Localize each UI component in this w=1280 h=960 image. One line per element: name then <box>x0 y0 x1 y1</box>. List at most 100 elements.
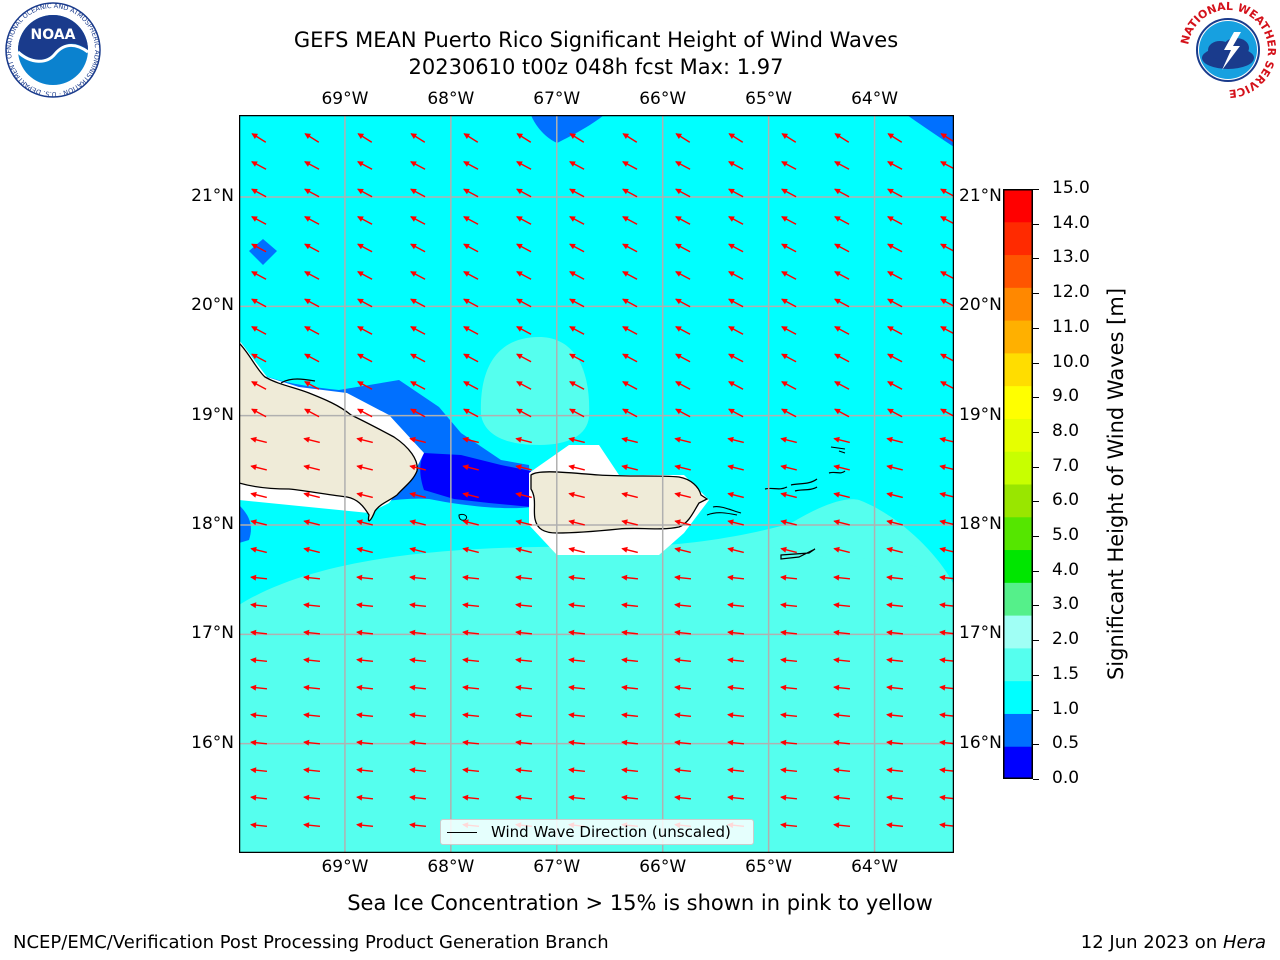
colorbar-tick-label: 0.0 <box>1052 768 1080 788</box>
wave-direction-arrow <box>886 684 904 691</box>
colorbar-tick-mark <box>1033 709 1039 711</box>
wave-direction-arrow <box>887 381 903 390</box>
chart-title: GEFS MEAN Puerto Rico Significant Height… <box>293 28 899 52</box>
wave-direction-arrow <box>727 491 744 499</box>
footer-credit: NCEP/EMC/Verification Post Processing Pr… <box>13 932 609 953</box>
wave-direction-arrow <box>303 657 321 664</box>
wave-direction-arrow <box>303 767 321 774</box>
wave-direction-arrow <box>462 657 480 664</box>
colorbar-tick-label: 14.0 <box>1052 212 1090 233</box>
wave-direction-arrow <box>356 794 374 801</box>
wave-height-contour-1.5 <box>759 499 954 585</box>
colorbar-tick-label: 6.0 <box>1052 490 1080 511</box>
colorbar-tick-label: 5.0 <box>1052 525 1080 546</box>
wave-direction-arrow <box>304 298 320 308</box>
wave-direction-arrow <box>674 491 691 499</box>
mona-island <box>458 514 468 521</box>
wave-direction-arrow <box>303 436 320 444</box>
wave-direction-arrow <box>674 684 692 691</box>
wave-height-contour-0.5 <box>907 115 954 147</box>
wave-direction-arrow <box>410 133 426 143</box>
colorbar-tick-label: 0.5 <box>1052 733 1080 754</box>
wave-direction-arrow <box>622 161 638 170</box>
wave-direction-arrow <box>833 767 851 774</box>
wave-direction-arrow <box>727 794 745 801</box>
lon-label: 64°W <box>851 89 899 109</box>
wave-direction-arrow <box>569 243 585 253</box>
wave-direction-arrow <box>675 408 691 418</box>
wave-direction-arrow <box>463 133 479 143</box>
wave-direction-arrow <box>410 326 426 335</box>
wave-direction-arrow <box>887 408 903 418</box>
wave-direction-arrow <box>675 381 691 390</box>
wave-direction-arrow <box>887 243 903 253</box>
virgin-islands-coastline <box>764 470 846 492</box>
wave-direction-arrow <box>250 574 268 581</box>
wave-direction-arrow <box>303 491 320 499</box>
wave-direction-arrow <box>569 381 585 390</box>
colorbar-swatch <box>1003 549 1033 583</box>
lat-label: 19°N <box>191 404 234 425</box>
wave-direction-arrow <box>621 519 638 526</box>
wave-direction-arrow <box>728 243 744 253</box>
wave-direction-arrow <box>515 546 532 554</box>
wave-direction-arrow <box>250 794 268 801</box>
lon-label: 65°W <box>745 857 793 877</box>
wave-direction-arrow <box>781 353 797 363</box>
wave-direction-arrow <box>886 767 904 774</box>
wave-direction-arrow <box>568 794 586 801</box>
wave-direction-arrow <box>410 161 426 170</box>
wave-direction-arrow <box>622 243 638 253</box>
footer-machine: Hera <box>1222 932 1266 953</box>
wave-direction-arrow <box>674 712 692 719</box>
wave-direction-arrow <box>569 161 585 170</box>
wave-direction-arrow <box>463 243 479 253</box>
lon-label: 65°W <box>745 89 793 109</box>
wave-direction-arrow <box>727 464 744 471</box>
wave-direction-arrow <box>675 188 691 198</box>
wave-direction-arrow <box>834 216 850 225</box>
wave-direction-arrow <box>833 602 851 609</box>
lat-label: 18°N <box>959 514 1002 534</box>
wave-direction-arrow <box>621 739 639 746</box>
wave-direction-arrow <box>780 519 797 526</box>
wave-height-contour-1.5 <box>239 500 954 853</box>
colorbar-tick-mark <box>1033 258 1039 260</box>
wave-direction-arrow <box>357 133 373 143</box>
wave-direction-arrow <box>886 657 904 664</box>
wave-direction-arrow <box>250 739 268 746</box>
wave-direction-arrow <box>410 353 426 363</box>
lat-label: 20°N <box>959 295 1002 316</box>
wave-direction-arrow <box>728 298 744 308</box>
colorbar-tick-mark <box>1033 327 1039 329</box>
wave-direction-arrow <box>356 546 373 554</box>
wave-direction-arrow <box>674 602 692 609</box>
colorbar-swatch <box>1003 680 1033 714</box>
wave-direction-arrow <box>516 298 532 308</box>
colorbar-tick-label: 3.0 <box>1052 594 1080 615</box>
wave-direction-arrow <box>569 326 585 335</box>
wave-direction-arrow <box>409 794 427 801</box>
wave-direction-arrow <box>303 464 320 471</box>
wave-direction-arrow <box>886 822 904 829</box>
wave-height-contour-0.5 <box>531 115 604 143</box>
wave-direction-arrow <box>780 739 798 746</box>
wave-direction-arrow <box>940 353 954 363</box>
wave-direction-arrow <box>886 464 903 471</box>
wave-direction-arrow <box>621 629 639 636</box>
nws-logo: NATIONAL WEATHER SERVICE <box>1178 0 1278 100</box>
wave-direction-arrow <box>250 629 268 636</box>
wave-direction-arrow <box>622 298 638 308</box>
colorbar-tick-mark <box>1033 640 1039 642</box>
wave-direction-arrow <box>568 602 586 609</box>
wave-direction-arrow <box>781 298 797 308</box>
wave-direction-arrow <box>304 243 320 253</box>
wave-direction-arrow <box>834 161 850 170</box>
wave-direction-arrow <box>304 271 320 280</box>
wave-direction-arrow <box>727 684 745 691</box>
colorbar-swatch <box>1003 516 1033 551</box>
wave-direction-arrow <box>304 133 320 143</box>
wave-direction-arrow <box>409 464 426 471</box>
wave-direction-arrow <box>569 298 585 308</box>
wave-direction-arrow <box>303 546 320 554</box>
